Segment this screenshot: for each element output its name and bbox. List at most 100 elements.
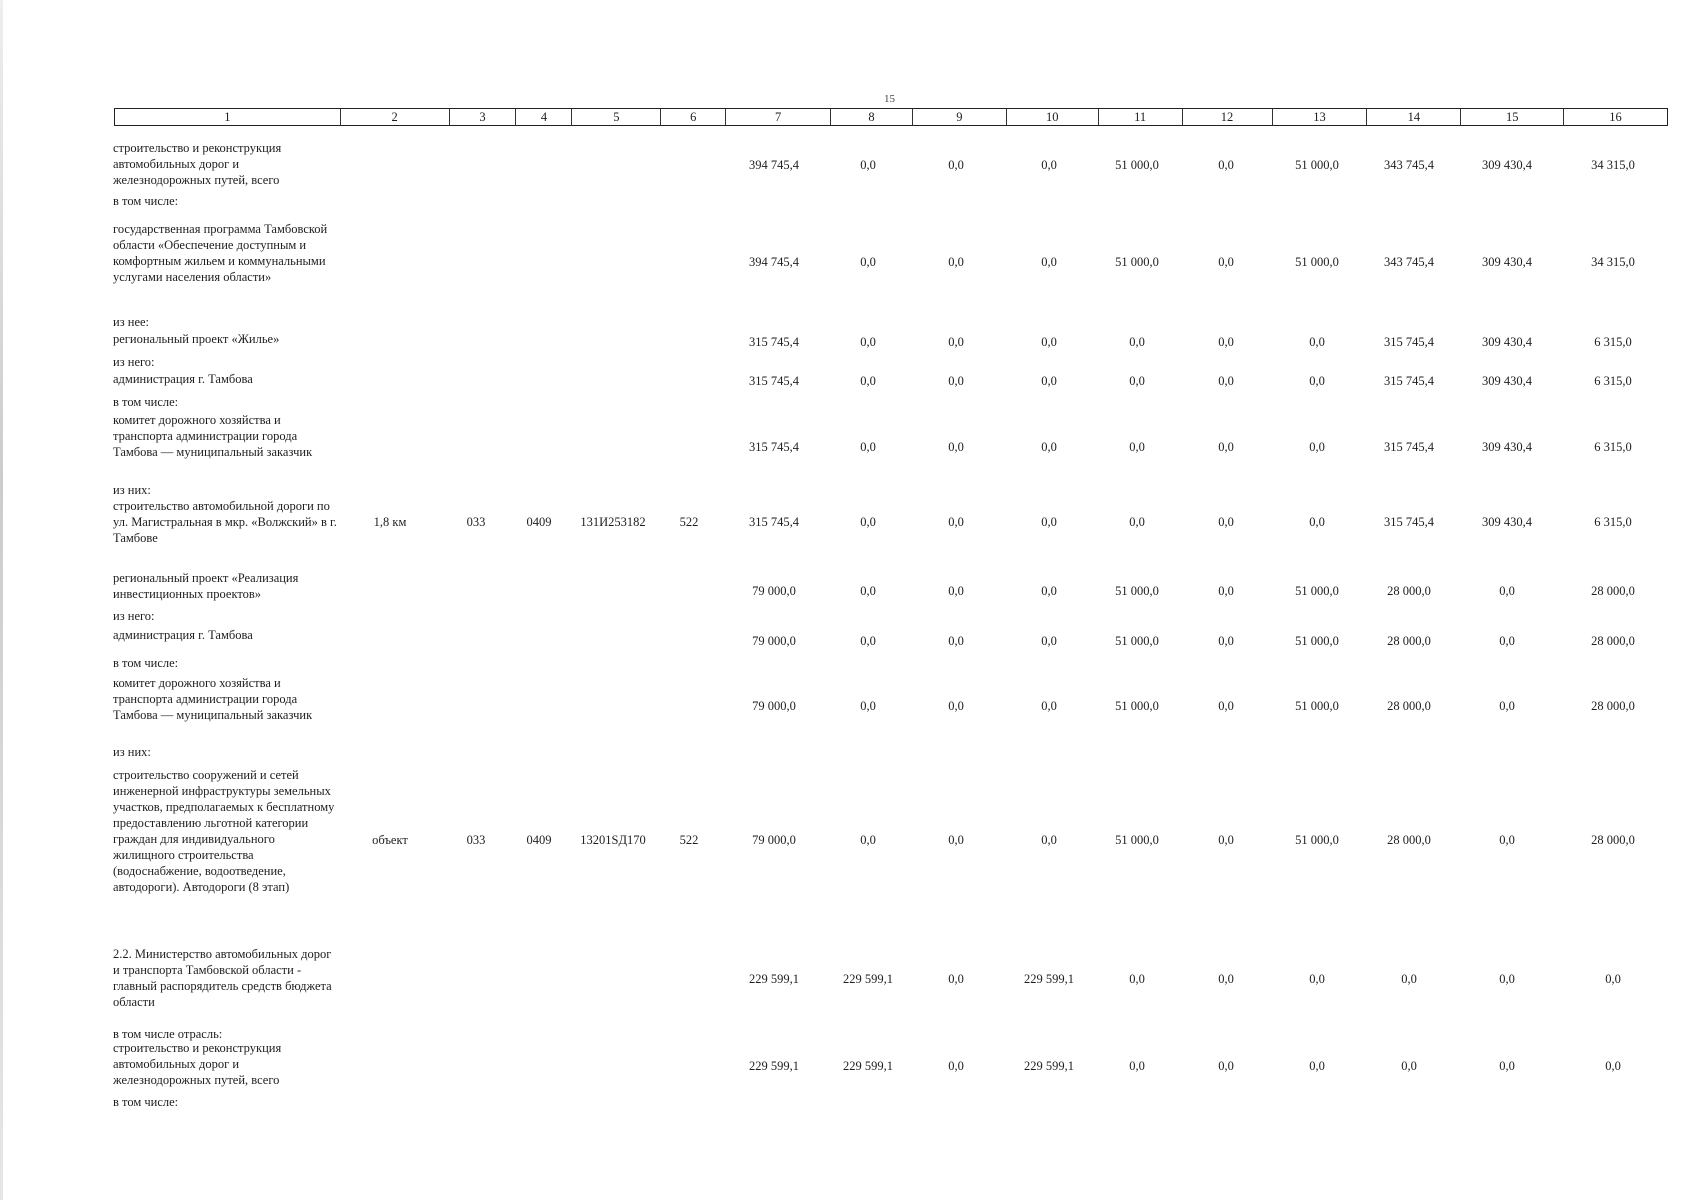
cell-col-12: 0,0 (1218, 1059, 1234, 1073)
cell-col-16: 6 315,0 (1594, 515, 1632, 529)
cell-col-15: 0,0 (1499, 833, 1515, 847)
cell-col-7: 315 745,4 (749, 515, 799, 529)
cell-col-14: 315 745,4 (1384, 515, 1434, 529)
cell-col-16: 28 000,0 (1591, 634, 1635, 648)
row-description: 2.2. Министерство автомобильных дорог и … (113, 947, 332, 1009)
label-of-it: из него: (113, 609, 155, 623)
cell-col-8: 0,0 (860, 515, 876, 529)
row-description: комитет дорожного хозяйства и транспорта… (113, 676, 313, 722)
cell-col-13: 0,0 (1309, 335, 1325, 349)
cell-col-15: 309 430,4 (1482, 440, 1532, 454)
header-col-1: 1 (115, 109, 341, 125)
cell-col-14: 28 000,0 (1387, 833, 1431, 847)
cell-col-12: 0,0 (1218, 335, 1234, 349)
cell-col-14: 315 745,4 (1384, 335, 1434, 349)
cell-col-13: 0,0 (1309, 374, 1325, 388)
label-including: в том числе: (113, 1095, 179, 1109)
header-col-2: 2 (341, 109, 450, 125)
cell-col-11: 0,0 (1129, 515, 1145, 529)
cell-col-9: 0,0 (948, 1059, 964, 1073)
cell-col-11: 51 000,0 (1115, 634, 1159, 648)
cell-col-12: 0,0 (1218, 972, 1234, 986)
cell-col-12: 0,0 (1218, 634, 1234, 648)
page-number: 15 (884, 93, 895, 105)
cell-col-11: 0,0 (1129, 972, 1145, 986)
cell-col-14: 315 745,4 (1384, 440, 1434, 454)
cell-col-3: 033 (466, 833, 486, 847)
cell-col-10: 0,0 (1041, 584, 1057, 598)
cell-col-9: 0,0 (948, 335, 964, 349)
header-col-15: 15 (1461, 109, 1565, 125)
cell-col-7: 315 745,4 (749, 440, 799, 454)
cell-col-9: 0,0 (948, 634, 964, 648)
cell-col-11: 0,0 (1129, 1059, 1145, 1073)
cell-col-10: 0,0 (1041, 440, 1057, 454)
header-col-6: 6 (661, 109, 727, 125)
cell-col-8: 0,0 (860, 440, 876, 454)
cell-col-15: 309 430,4 (1482, 374, 1532, 388)
cell-col-15: 309 430,4 (1482, 255, 1532, 269)
cell-col-8: 0,0 (860, 158, 876, 172)
cell-col-7: 79 000,0 (752, 584, 796, 598)
cell-col-12: 0,0 (1218, 374, 1234, 388)
cell-col-12: 0,0 (1218, 158, 1234, 172)
cell-col-10: 0,0 (1041, 699, 1057, 713)
cell-col-16: 28 000,0 (1591, 699, 1635, 713)
cell-col-13: 0,0 (1309, 972, 1325, 986)
header-col-12: 12 (1183, 109, 1273, 125)
cell-col-14: 315 745,4 (1384, 374, 1434, 388)
cell-col-13: 51 000,0 (1295, 634, 1339, 648)
cell-col-8: 0,0 (860, 584, 876, 598)
cell-col-15: 0,0 (1499, 634, 1515, 648)
cell-col-10: 0,0 (1041, 515, 1057, 529)
cell-col-14: 0,0 (1401, 972, 1417, 986)
cell-col-7: 394 745,4 (749, 158, 799, 172)
cell-col-7: 79 000,0 (752, 699, 796, 713)
label-of-it: из него: (113, 355, 155, 369)
column-number-header: 1 2 3 4 5 6 7 8 9 10 11 12 13 14 15 16 (114, 108, 1668, 126)
cell-col-15: 0,0 (1499, 699, 1515, 713)
header-col-11: 11 (1099, 109, 1183, 125)
cell-col-16: 6 315,0 (1594, 440, 1632, 454)
label-of-them: из них: (113, 483, 151, 497)
cell-col-13: 51 000,0 (1295, 833, 1339, 847)
cell-col-13: 51 000,0 (1295, 255, 1339, 269)
cell-col-11: 0,0 (1129, 335, 1145, 349)
cell-col-8: 0,0 (860, 255, 876, 269)
label-of-which: из нее: (113, 315, 150, 329)
cell-col-16: 34 315,0 (1591, 255, 1635, 269)
cell-col-8: 229 599,1 (843, 1059, 893, 1073)
cell-col-13: 0,0 (1309, 440, 1325, 454)
cell-col-2: объект (372, 833, 408, 847)
cell-col-8: 0,0 (860, 335, 876, 349)
cell-col-16: 0,0 (1605, 1059, 1621, 1073)
cell-col-15: 0,0 (1499, 972, 1515, 986)
cell-col-15: 0,0 (1499, 1059, 1515, 1073)
row-description: администрация г. Тамбова (113, 628, 253, 642)
label-of-them: из них: (113, 745, 151, 759)
header-col-4: 4 (516, 109, 573, 125)
cell-col-7: 229 599,1 (749, 1059, 799, 1073)
cell-col-13: 0,0 (1309, 515, 1325, 529)
cell-col-9: 0,0 (948, 374, 964, 388)
cell-col-10: 0,0 (1041, 634, 1057, 648)
cell-col-16: 34 315,0 (1591, 158, 1635, 172)
cell-col-15: 0,0 (1499, 584, 1515, 598)
cell-col-11: 0,0 (1129, 374, 1145, 388)
cell-col-10: 0,0 (1041, 158, 1057, 172)
cell-col-14: 28 000,0 (1387, 699, 1431, 713)
header-col-10: 10 (1007, 109, 1099, 125)
cell-col-2: 1,8 км (373, 515, 407, 529)
cell-col-12: 0,0 (1218, 255, 1234, 269)
cell-col-7: 315 745,4 (749, 374, 799, 388)
cell-col-10: 0,0 (1041, 833, 1057, 847)
cell-col-10: 0,0 (1041, 374, 1057, 388)
cell-col-7: 394 745,4 (749, 255, 799, 269)
cell-col-14: 343 745,4 (1384, 158, 1434, 172)
header-col-14: 14 (1367, 109, 1462, 125)
cell-col-14: 28 000,0 (1387, 584, 1431, 598)
cell-col-9: 0,0 (948, 584, 964, 598)
cell-col-8: 0,0 (860, 634, 876, 648)
cell-col-8: 0,0 (860, 699, 876, 713)
cell-col-6: 522 (679, 515, 699, 529)
